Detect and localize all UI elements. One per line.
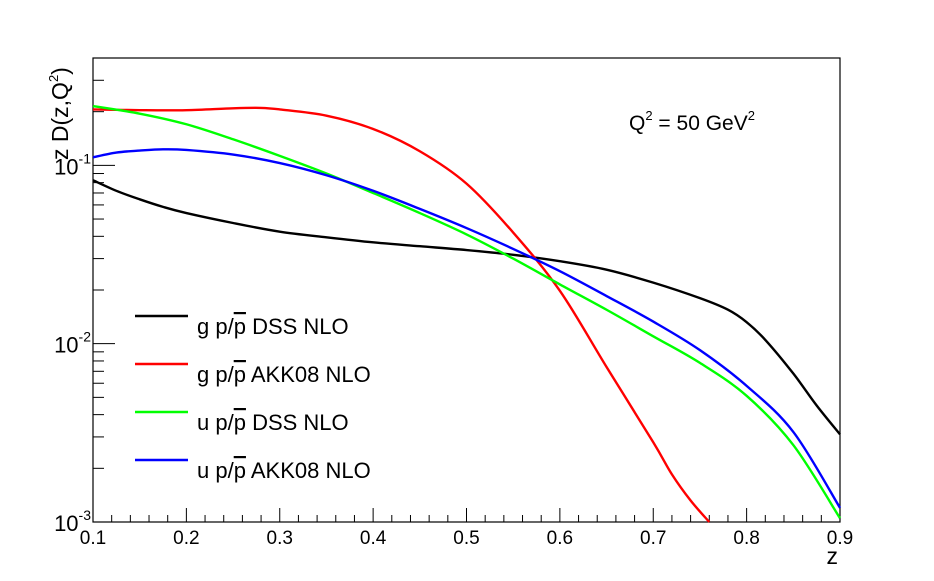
- x-tick-labels: 0.1 0.2 0.3 0.4 0.5 0.6 0.7 0.8 0.9: [80, 528, 853, 549]
- x-tick-label: 0.4: [360, 528, 387, 549]
- y-axis-title-sup: 2: [46, 75, 61, 82]
- legend-entry-u-akk08: u p/p AKK08 NLO: [135, 458, 371, 483]
- x-tick-label: 0.7: [640, 528, 666, 549]
- x-tick-label: 0.1: [80, 528, 106, 549]
- series-u-dss-line: [92, 104, 842, 519]
- series-layer: [92, 104, 842, 523]
- series-g-dss-line: [92, 179, 841, 436]
- x-tick-label: 0.6: [547, 528, 573, 549]
- x-tick-label: 0.3: [267, 528, 293, 549]
- x-tick-label: 0.8: [733, 528, 759, 549]
- legend-label: g p/p AKK08 NLO: [197, 362, 371, 387]
- x-tick-label: 0.5: [453, 528, 479, 549]
- y-axis-ticks: [93, 57, 115, 523]
- legend-entry-u-dss: u p/p DSS NLO: [135, 410, 349, 435]
- x-axis-ticks: [92, 508, 841, 522]
- annotation-value-sup: 2: [748, 108, 755, 123]
- x-axis-title: z: [827, 543, 839, 569]
- legend-label: g p/p DSS NLO: [197, 314, 349, 339]
- y-tick-label: 10-2: [54, 329, 91, 358]
- x-tick-label: 0.9: [827, 528, 853, 549]
- y-tick-label: 10-3: [54, 507, 91, 536]
- legend-entry-g-dss: g p/p DSS NLO: [135, 314, 349, 339]
- annotation-q: Q: [629, 112, 645, 135]
- legend-entry-g-akk08: g p/p AKK08 NLO: [135, 362, 371, 387]
- y-axis-title: z D(z,Q2): [46, 67, 73, 160]
- annotation-value: = 50 GeV: [653, 112, 748, 135]
- q2-annotation: Q2 = 50 GeV2: [629, 108, 755, 135]
- legend-label: u p/p DSS NLO: [197, 410, 349, 435]
- y-axis-title-main: z D(z,Q: [47, 82, 73, 160]
- y-axis-title-close: ): [47, 67, 73, 75]
- series-u-akk08-line: [92, 148, 842, 509]
- y-tick-label: 10-1: [54, 150, 91, 179]
- legend-label: u p/p AKK08 NLO: [197, 458, 371, 483]
- legend: g p/p DSS NLO g p/p AKK08 NLO u p/p DSS NL…: [135, 314, 371, 483]
- annotation-q-sup: 2: [645, 108, 652, 123]
- y-tick-labels: 10-3 10-2 10-1: [54, 150, 91, 536]
- x-tick-label: 0.2: [173, 528, 199, 549]
- series-g-akk08-line: [92, 106, 711, 523]
